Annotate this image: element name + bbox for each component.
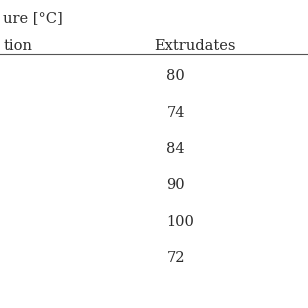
Text: tion: tion: [3, 38, 32, 52]
Text: ure [°C]: ure [°C]: [3, 11, 63, 25]
Text: 80: 80: [166, 69, 185, 83]
Text: 72: 72: [166, 251, 185, 265]
Text: 90: 90: [166, 178, 185, 192]
Text: 74: 74: [166, 106, 185, 120]
Text: Extrudates: Extrudates: [154, 38, 236, 52]
Text: 84: 84: [166, 142, 185, 156]
Text: 100: 100: [166, 215, 194, 229]
